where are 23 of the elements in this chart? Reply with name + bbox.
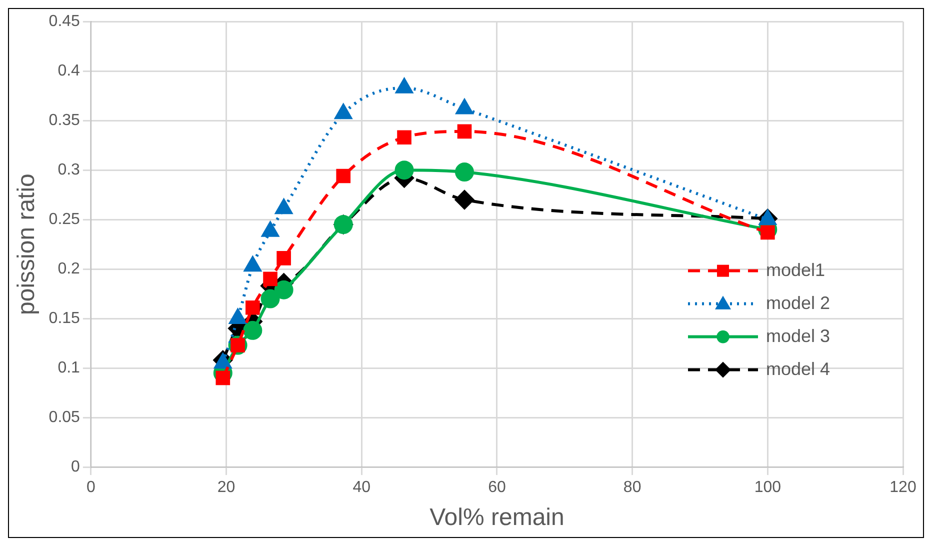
x-tick-label: 80	[623, 479, 642, 496]
y-tick-label: 0.35	[48, 112, 80, 129]
x-tick-label: 40	[352, 479, 371, 496]
y-tick-label: 0.4	[58, 62, 80, 80]
x-tick-label: 20	[217, 479, 236, 496]
y-tick-label: 0.15	[48, 310, 80, 327]
x-tick-label: 100	[754, 479, 782, 496]
y-tick-label: 0.05	[48, 408, 80, 426]
y-tick-label: 0.2	[58, 260, 80, 278]
y-tick-label: 0.45	[48, 13, 80, 30]
y-tick-label: 0.1	[58, 359, 80, 376]
x-tick-label: 0	[86, 479, 96, 496]
y-tick-label: 0	[71, 458, 80, 476]
y-tick-label: 0.25	[48, 210, 80, 228]
x-tick-label: 60	[488, 479, 506, 496]
legend-label: model1	[766, 260, 826, 280]
y-tick-label: 0.3	[58, 161, 80, 178]
legend-label: model 2	[766, 292, 830, 313]
x-tick-label: 120	[890, 479, 916, 496]
legend-label: model 4	[766, 358, 830, 379]
y-axis-title: poission ratio	[13, 174, 40, 316]
x-axis-title: Vol% remain	[430, 504, 564, 532]
legend-label: model 3	[766, 326, 830, 346]
